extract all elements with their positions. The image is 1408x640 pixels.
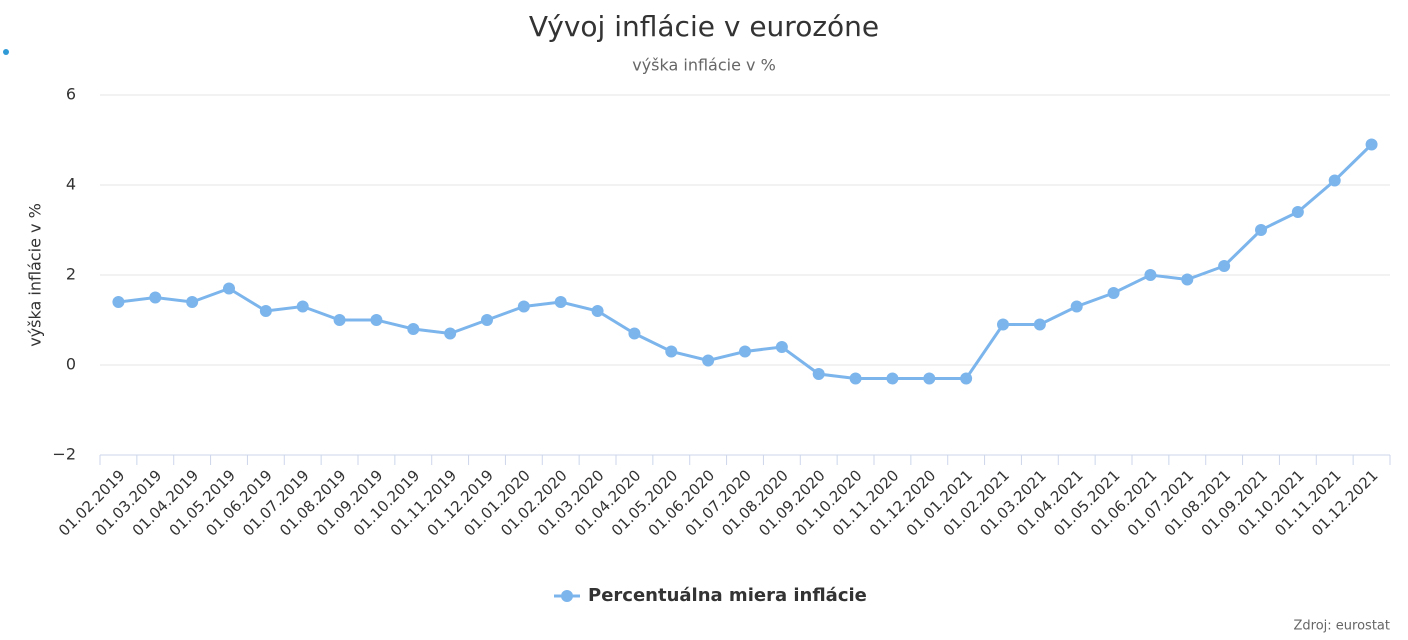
point [370,314,383,326]
point [112,296,125,308]
point [960,372,973,385]
point [407,323,420,335]
point [923,372,936,385]
point [554,296,567,308]
point [1033,318,1046,331]
point [1365,138,1378,151]
point [1070,300,1083,313]
point [628,327,641,340]
point [223,282,235,295]
chart-title: Vývoj inflácie v eurozóne [529,10,879,43]
point [1144,269,1157,281]
point [997,318,1009,331]
point [481,314,493,326]
y-tick-label: 0 [66,355,76,374]
y-tick-label: 4 [66,175,76,194]
point [739,345,751,358]
y-tick-label: 6 [66,85,76,104]
decoration-dot [3,49,9,55]
point [444,327,457,340]
point [1107,287,1120,299]
y-axis-title: výška inflácie v % [26,203,45,347]
point [1291,206,1304,218]
point [702,354,715,367]
credits: Zdroj: eurostat [1294,619,1390,634]
point [812,368,825,380]
point [186,296,199,308]
point [591,305,604,317]
point [149,291,162,304]
legend-label: Percentuálna miera inflácie [588,585,867,606]
legend-marker [561,590,573,602]
point [849,372,862,385]
point [1218,260,1231,272]
y-tick-label: 2 [66,265,76,284]
point [296,300,309,313]
point [259,305,272,317]
series-line [118,143,1373,380]
point [886,372,899,385]
point [665,345,678,358]
point [775,341,788,353]
point [1181,273,1194,286]
point [1255,224,1267,236]
point [517,300,530,313]
point [1328,174,1341,187]
chart-subtitle: výška inflácie v % [632,56,776,75]
y-tick-label: −2 [52,445,76,464]
legend-item[interactable]: Percentuálna miera inflácie [554,585,867,606]
point [333,314,346,326]
